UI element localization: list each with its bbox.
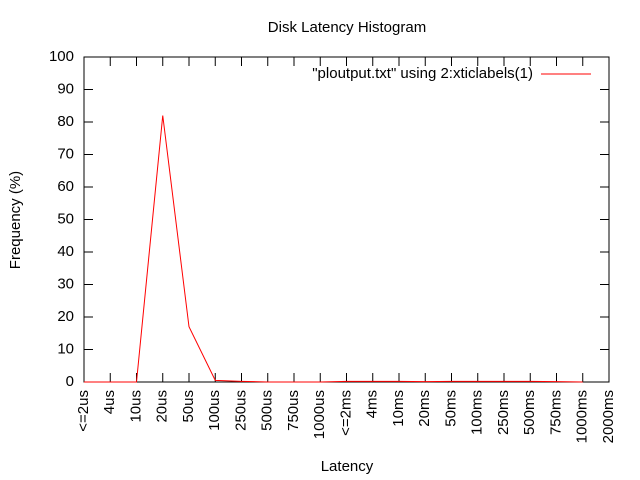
line-series (84, 115, 583, 383)
x-tick-label: 10ms (390, 390, 407, 427)
y-tick-label: 20 (57, 308, 74, 325)
x-tick-label: 50us (180, 390, 197, 423)
x-tick-label: 4us (101, 390, 118, 414)
x-axis-label: Latency (321, 458, 374, 475)
x-tick-label: <=2us (75, 390, 92, 432)
legend-label: "ploutput.txt" using 2:xticlabels(1) (312, 65, 533, 82)
x-tick-label: 20us (154, 390, 171, 423)
x-tick-label: 50ms (442, 390, 459, 427)
y-tick-label: 60 (57, 178, 74, 195)
x-tick-label: 750us (285, 390, 302, 431)
y-tick-label: 10 (57, 340, 74, 357)
x-tick-label: 10us (127, 390, 144, 423)
y-tick-label: 100 (49, 48, 74, 65)
y-tick-label: 50 (57, 210, 74, 227)
y-tick-label: 40 (57, 243, 74, 260)
y-tick-label: 30 (57, 275, 74, 292)
x-tick-label: 4ms (364, 390, 381, 418)
x-tick-label: 250us (232, 390, 249, 431)
y-tick-label: 70 (57, 145, 74, 162)
x-tick-label: 2000ms (600, 390, 617, 443)
x-tick-label: 500ms (521, 390, 538, 435)
y-tick-label: 0 (66, 373, 74, 390)
chart-title: Disk Latency Histogram (268, 19, 426, 36)
y-axis-label: Frequency (%) (7, 171, 24, 269)
y-tick-label: 80 (57, 113, 74, 130)
y-tick-label: 90 (57, 80, 74, 97)
x-tick-label: 1000us (311, 390, 328, 439)
x-tick-label: 100us (206, 390, 223, 431)
x-tick-label: 100ms (469, 390, 486, 435)
x-tick-label: 750ms (547, 390, 564, 435)
x-tick-label: <=2ms (337, 390, 354, 436)
x-tick-label: 20ms (416, 390, 433, 427)
x-tick-label: 500us (259, 390, 276, 431)
x-tick-label: 1000ms (574, 390, 591, 443)
x-tick-label: 250ms (495, 390, 512, 435)
